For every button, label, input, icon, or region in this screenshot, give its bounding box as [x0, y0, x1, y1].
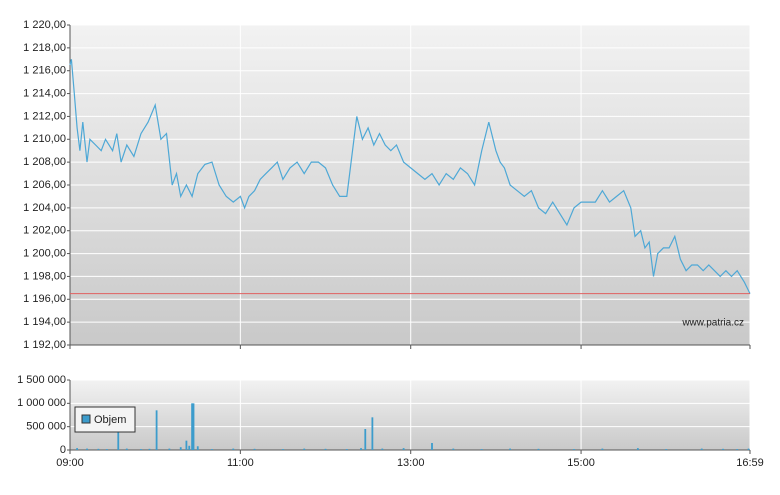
y-tick-label: 1 204,00: [23, 202, 66, 214]
volume-bar: [509, 448, 511, 450]
volume-bar: [282, 449, 284, 450]
y-tick-label: 1 212,00: [23, 110, 66, 122]
legend-swatch: [81, 414, 91, 424]
volume-bar: [601, 448, 604, 450]
y-tick-label: 1 198,00: [23, 270, 66, 282]
volume-bar: [324, 448, 327, 450]
volume-bar: [155, 410, 158, 450]
y-tick-label: 1 500 000: [17, 374, 66, 386]
watermark: www.patria.cz: [681, 318, 744, 329]
volume-bar: [431, 443, 433, 450]
volume-bar: [125, 448, 128, 450]
volume-bar: [722, 448, 724, 450]
y-tick-label: 1 194,00: [23, 316, 66, 328]
volume-bar: [747, 448, 750, 450]
y-tick-label: 1 214,00: [23, 87, 66, 99]
price-line: [69, 59, 751, 294]
volume-bar: [665, 449, 668, 450]
x-tick-label: 13:00: [397, 457, 425, 469]
volume-bar: [232, 448, 235, 450]
x-tick-label: 09:00: [56, 457, 84, 469]
x-tick-label: 11:00: [227, 457, 254, 469]
volume-bar: [148, 448, 151, 450]
x-tick-label: 16:59: [736, 457, 764, 469]
y-tick-label: 1 216,00: [23, 65, 66, 77]
volume-bar: [537, 448, 540, 450]
volume-bar: [76, 448, 78, 450]
volume-bar: [364, 429, 367, 450]
legend-label: Objem: [94, 414, 126, 426]
volume-bar: [117, 431, 120, 450]
volume-bar: [452, 448, 455, 450]
y-tick-label: 0: [60, 444, 66, 456]
x-tick-label: 15:00: [567, 457, 595, 469]
volume-bar: [636, 448, 639, 450]
volume-bar: [345, 449, 348, 450]
y-tick-label: 1 000 000: [17, 397, 66, 409]
volume-bar: [196, 446, 199, 450]
volume-bar: [700, 448, 703, 450]
volume-bar: [360, 448, 362, 450]
y-tick-label: 1 206,00: [23, 179, 66, 191]
y-tick-label: 1 208,00: [23, 156, 66, 168]
volume-bar: [140, 449, 142, 450]
volume-bar: [106, 449, 108, 450]
volume-bar: [253, 448, 256, 450]
volume-bar: [185, 440, 188, 450]
volume-bar: [97, 448, 100, 450]
volume-bar: [86, 448, 88, 450]
y-tick-label: 1 196,00: [23, 293, 66, 305]
volume-bar: [188, 445, 191, 450]
y-tick-label: 1 210,00: [23, 133, 66, 145]
volume-bar: [381, 448, 384, 450]
volume-bar: [211, 449, 213, 450]
volume-bar: [191, 403, 193, 450]
volume-bar: [371, 417, 374, 450]
volume-bar: [192, 403, 195, 450]
y-tick-label: 1 192,00: [23, 339, 66, 351]
volume-bar: [303, 448, 306, 450]
volume-bar: [402, 448, 405, 450]
y-tick-label: 1 202,00: [23, 225, 66, 237]
volume-bar: [168, 448, 171, 450]
volume-bar: [179, 447, 182, 450]
y-tick-label: 1 200,00: [23, 247, 66, 259]
volume-plot-area: [70, 380, 750, 450]
volume-bar: [736, 449, 739, 450]
volume-bar: [573, 449, 575, 450]
volume-bar: [480, 449, 483, 450]
y-tick-label: 1 220,00: [23, 19, 66, 31]
y-tick-label: 500 000: [26, 421, 66, 433]
y-tick-label: 1 218,00: [23, 42, 66, 54]
